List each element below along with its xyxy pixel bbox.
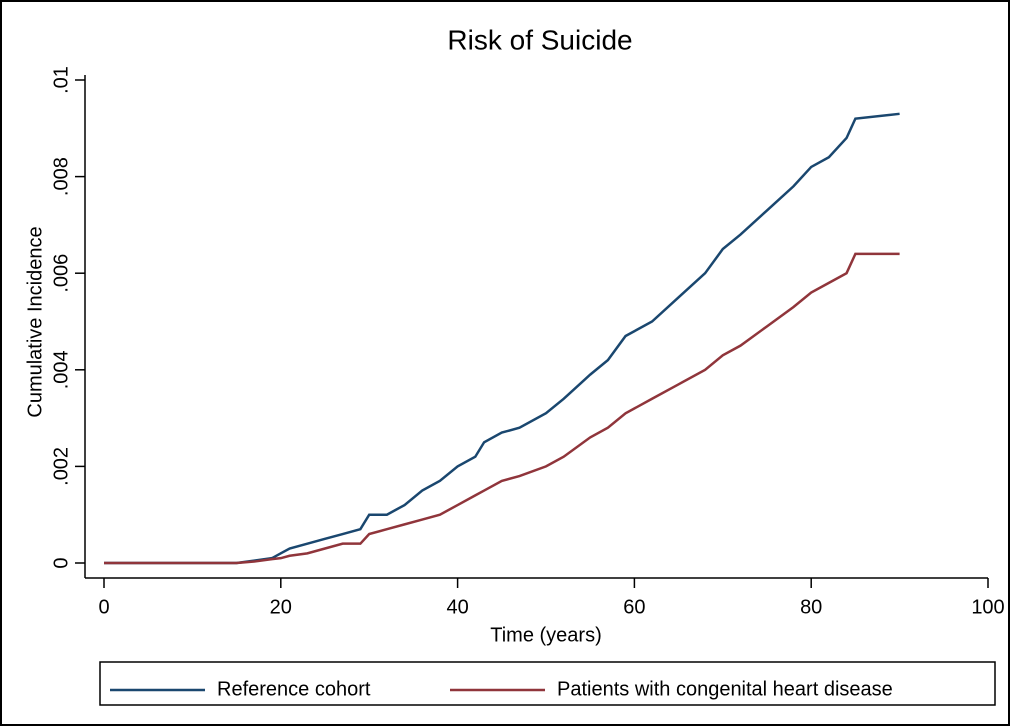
legend-label: Reference cohort	[217, 678, 371, 700]
y-tick-label: .006	[50, 254, 72, 293]
legend-box	[99, 661, 996, 706]
legend-label: Patients with congenital heart disease	[557, 678, 893, 700]
line-series	[104, 252, 900, 565]
x-tick-label: 20	[270, 596, 292, 618]
y-axis-title: Cumulative Incidence	[24, 226, 46, 417]
y-tick-label: 0	[50, 557, 72, 568]
x-tick-label: 40	[446, 596, 468, 618]
y-tick-label: .008	[50, 157, 72, 196]
y-tick-label: .002	[50, 447, 72, 486]
x-tick-label: 0	[98, 596, 109, 618]
y-tick-label: .004	[50, 350, 72, 389]
x-tick-label: 60	[623, 596, 645, 618]
y-tick-label: .01	[50, 66, 72, 94]
chart-title: Risk of Suicide	[447, 24, 632, 55]
x-tick-label: 100	[971, 596, 1004, 618]
x-axis-title: Time (years)	[490, 624, 601, 646]
x-tick-label: 80	[800, 596, 822, 618]
line-series	[104, 112, 900, 565]
